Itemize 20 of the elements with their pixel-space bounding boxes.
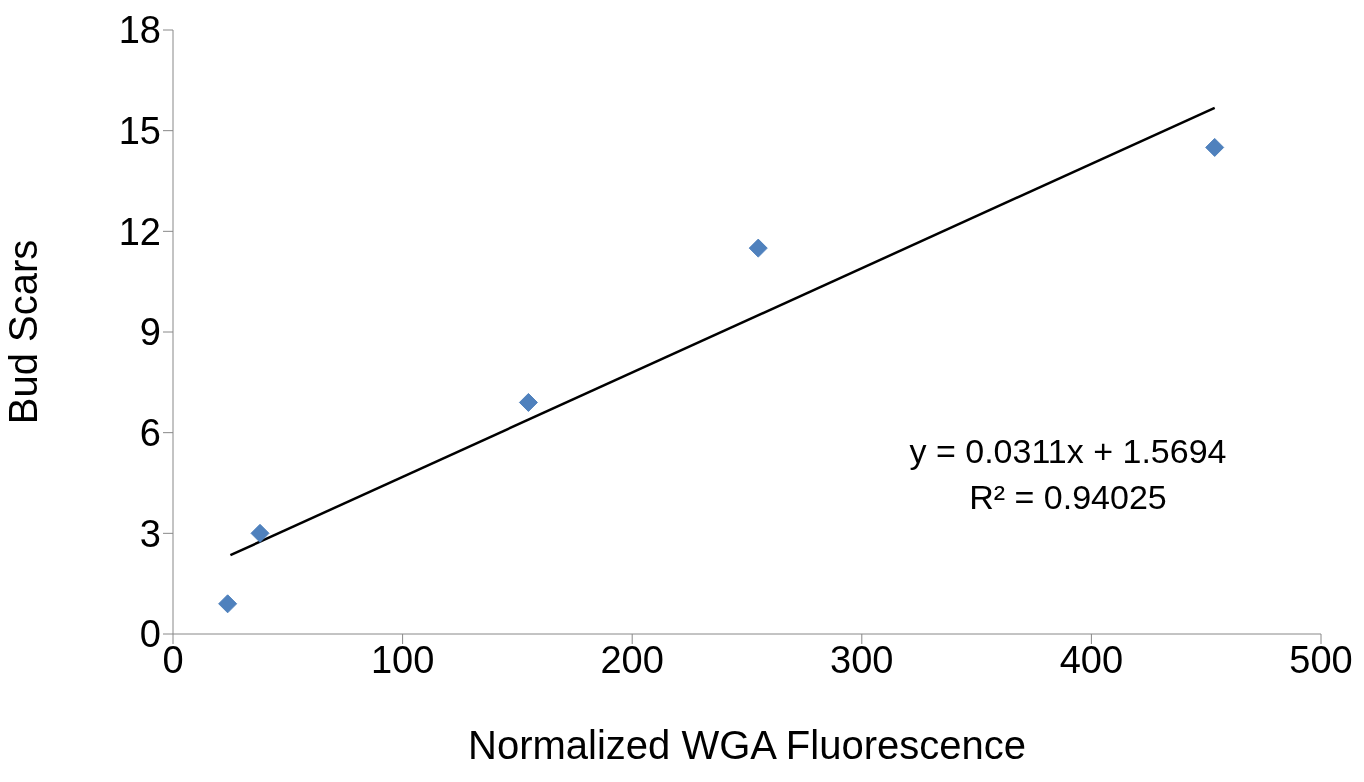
y-axis-title: Bud Scars: [1, 239, 46, 425]
point: [250, 523, 270, 543]
y-tick-label: 6: [139, 412, 161, 455]
point: [1205, 137, 1225, 157]
y-tick-label: 3: [139, 512, 161, 555]
x-tick-label: 100: [370, 638, 435, 681]
point: [518, 392, 538, 412]
y-tick-label: 15: [118, 110, 161, 153]
y-tick-label: 12: [118, 210, 161, 253]
x-tick-label: 300: [830, 638, 894, 681]
y-tick-label: 18: [118, 9, 161, 52]
point: [218, 594, 238, 614]
point: [748, 238, 768, 258]
x-axis-title: Normalized WGA Fluorescence: [468, 723, 1026, 767]
annotation: R² = 0.94025: [968, 477, 1168, 518]
y-tick-label: 9: [139, 311, 161, 354]
x-tick-label: 200: [600, 638, 664, 681]
x-tick-label: 500: [1289, 638, 1353, 681]
annotation: y = 0.0311x + 1.5694: [908, 431, 1228, 472]
x-tick-label: 400: [1059, 638, 1124, 681]
